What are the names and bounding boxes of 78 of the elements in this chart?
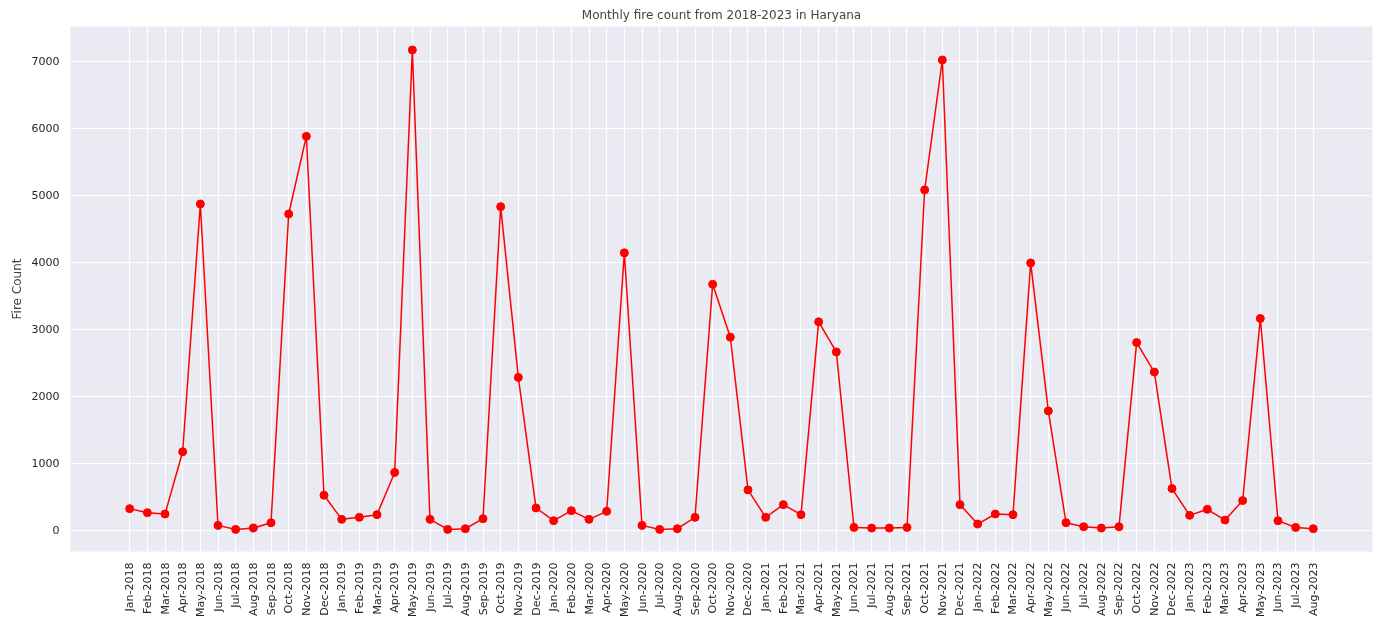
x-tick-label: Jan-2022 bbox=[971, 562, 985, 613]
x-tick-label: Oct-2021 bbox=[918, 562, 932, 614]
x-tick-label: Nov-2019 bbox=[511, 562, 525, 616]
x-tick-label: Aug-2018 bbox=[246, 562, 260, 616]
x-tick-label: Feb-2022 bbox=[988, 562, 1002, 614]
x-tick-label: Jun-2023 bbox=[1271, 562, 1285, 613]
y-axis-title: Fire Count bbox=[9, 258, 24, 320]
x-tick-label: May-2019 bbox=[405, 562, 419, 618]
x-tick-label: Sep-2019 bbox=[476, 562, 490, 616]
x-tick-label: Jan-2023 bbox=[1183, 562, 1197, 613]
x-tick-label: Dec-2021 bbox=[953, 562, 967, 616]
x-tick-label: Dec-2022 bbox=[1165, 562, 1179, 616]
x-tick-label: Jun-2020 bbox=[635, 562, 649, 613]
x-tick-label: Nov-2020 bbox=[723, 562, 737, 616]
x-tick-label: Jun-2019 bbox=[423, 562, 437, 613]
x-tick-label: Sep-2020 bbox=[688, 562, 702, 616]
x-tick-label: Mar-2023 bbox=[1218, 562, 1232, 615]
x-tick-label: Mar-2021 bbox=[794, 562, 808, 615]
x-tick-label: May-2020 bbox=[617, 562, 631, 618]
x-tick-label: Mar-2022 bbox=[1006, 562, 1020, 615]
chart-title: Monthly fire count from 2018-2023 in Haryana bbox=[581, 7, 862, 22]
x-tick-label: Jun-2021 bbox=[847, 562, 861, 613]
x-tick-label: Oct-2022 bbox=[1130, 562, 1144, 614]
x-tick-label: Sep-2018 bbox=[264, 562, 278, 616]
y-tick-label: 4000 bbox=[31, 256, 60, 270]
y-tick-label: 6000 bbox=[31, 122, 60, 136]
x-tick-label: Apr-2022 bbox=[1024, 562, 1038, 613]
x-tick-label: Aug-2021 bbox=[882, 562, 896, 616]
x-tick-label: Apr-2023 bbox=[1236, 562, 1250, 613]
x-tick-label: Aug-2020 bbox=[670, 562, 684, 616]
y-tick-label: 2000 bbox=[31, 390, 60, 404]
x-tick-label: Jul-2020 bbox=[653, 562, 667, 609]
x-tick-label: Jul-2018 bbox=[229, 562, 243, 609]
x-tick-label: Jan-2018 bbox=[123, 562, 137, 613]
x-tick-label: Jan-2021 bbox=[759, 562, 773, 613]
x-tick-label: Dec-2020 bbox=[741, 562, 755, 616]
x-tick-label: Feb-2020 bbox=[564, 562, 578, 614]
x-tick-label: Mar-2020 bbox=[582, 562, 596, 615]
x-tick-label: Jul-2021 bbox=[865, 562, 879, 609]
x-tick-label: Feb-2023 bbox=[1200, 562, 1214, 614]
x-tick-label: Jun-2018 bbox=[211, 562, 225, 613]
x-tick-label: Oct-2018 bbox=[282, 562, 296, 614]
x-tick-label: Aug-2022 bbox=[1094, 562, 1108, 616]
x-tick-label: May-2023 bbox=[1253, 562, 1267, 618]
x-tick-label: Feb-2018 bbox=[140, 562, 154, 614]
x-tick-label: Dec-2019 bbox=[529, 562, 543, 616]
x-tick-label: Sep-2022 bbox=[1112, 562, 1126, 616]
x-tick-label: Oct-2019 bbox=[494, 562, 508, 614]
x-tick-label: Nov-2018 bbox=[299, 562, 313, 616]
x-tick-label: Aug-2019 bbox=[458, 562, 472, 616]
y-tick-label: 3000 bbox=[31, 323, 60, 337]
x-tick-label: Nov-2022 bbox=[1147, 562, 1161, 616]
x-tick-label: Feb-2019 bbox=[352, 562, 366, 614]
x-tick-label: Mar-2019 bbox=[370, 562, 384, 615]
y-tick-label: 1000 bbox=[31, 457, 60, 471]
x-tick-label: May-2022 bbox=[1041, 562, 1055, 618]
x-tick-label: Apr-2018 bbox=[176, 562, 190, 613]
x-tick-label: May-2021 bbox=[829, 562, 843, 618]
x-tick-label: Jul-2022 bbox=[1077, 562, 1091, 609]
x-tick-label: Jul-2019 bbox=[441, 562, 455, 609]
x-tick-label: Jan-2020 bbox=[547, 562, 561, 613]
x-tick-label: Jul-2023 bbox=[1289, 562, 1303, 609]
x-tick-label: Feb-2021 bbox=[776, 562, 790, 614]
x-tick-label: Jun-2022 bbox=[1059, 562, 1073, 613]
y-tick-label: 5000 bbox=[31, 189, 60, 203]
x-tick-label: Aug-2023 bbox=[1306, 562, 1320, 616]
y-tick-label: 7000 bbox=[31, 55, 60, 69]
x-tick-label: Oct-2020 bbox=[706, 562, 720, 614]
x-tick-label: Apr-2020 bbox=[600, 562, 614, 613]
x-tick-label: Sep-2021 bbox=[900, 562, 914, 616]
x-tick-label: Apr-2019 bbox=[388, 562, 402, 613]
x-tick-label: Dec-2018 bbox=[317, 562, 331, 616]
x-tick-label: Nov-2021 bbox=[935, 562, 949, 616]
y-tick-label: 0 bbox=[52, 524, 60, 538]
x-tick-label: Mar-2018 bbox=[158, 562, 172, 615]
x-tick-label: Jan-2019 bbox=[335, 562, 349, 613]
x-tick-label: Apr-2021 bbox=[812, 562, 826, 613]
x-tick-label: May-2018 bbox=[193, 562, 207, 618]
